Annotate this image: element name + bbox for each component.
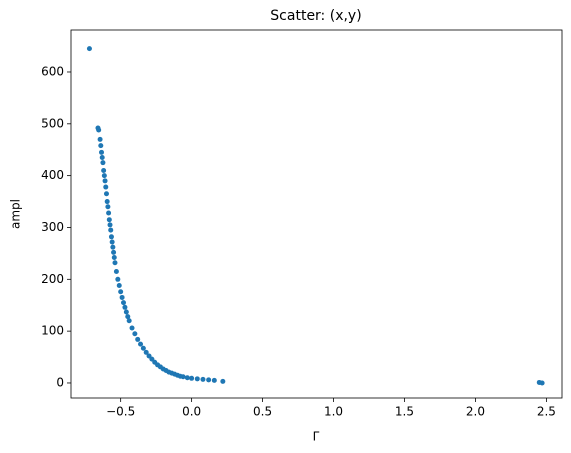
point [103, 184, 109, 190]
point [96, 127, 102, 133]
point [104, 199, 110, 205]
point [98, 143, 104, 149]
point [135, 336, 141, 342]
point [189, 375, 195, 381]
y-tick-label: 600 [41, 64, 64, 78]
point [101, 173, 107, 179]
y-tick-label: 100 [41, 324, 64, 338]
point [105, 204, 111, 210]
point [132, 331, 138, 337]
point [110, 244, 116, 250]
point [539, 380, 545, 386]
chart-title: Scatter: (x,y) [270, 8, 361, 24]
point [109, 239, 115, 245]
y-tick-label: 500 [41, 116, 64, 130]
point [122, 304, 128, 310]
x-tick-label: 1.5 [395, 405, 414, 419]
point [102, 178, 108, 184]
point [206, 377, 212, 383]
point [119, 294, 125, 300]
x-tick-label: −0.5 [106, 405, 135, 419]
y-tick-label: 200 [41, 272, 64, 286]
point [129, 325, 135, 331]
point [100, 160, 106, 166]
point [111, 255, 117, 261]
point [200, 376, 206, 382]
point [123, 309, 129, 315]
point [103, 191, 109, 197]
point [116, 283, 122, 289]
point [143, 349, 149, 355]
point [113, 269, 119, 275]
point [101, 167, 107, 173]
point [184, 375, 190, 381]
y-axis-label: ampl [9, 199, 23, 229]
point [138, 341, 144, 347]
x-tick-label: 2.5 [537, 405, 556, 419]
x-axis-label: Γ [313, 430, 320, 444]
point [140, 345, 146, 351]
x-tick-label: 2.0 [466, 405, 485, 419]
y-tick-label: 400 [41, 168, 64, 182]
point [220, 378, 226, 384]
point [194, 376, 200, 382]
point [106, 210, 112, 216]
point [180, 374, 186, 380]
point [121, 300, 127, 306]
y-tick-label: 300 [41, 220, 64, 234]
point [86, 46, 92, 52]
point [99, 149, 105, 155]
point [107, 222, 113, 228]
point [111, 249, 117, 255]
y-tick-label: 0 [56, 375, 64, 389]
point [108, 234, 114, 240]
point [126, 318, 132, 324]
x-tick-label: 0.5 [253, 405, 272, 419]
point [108, 227, 114, 233]
point [97, 136, 103, 142]
point [211, 377, 217, 383]
point [118, 289, 124, 295]
point [125, 314, 131, 320]
point [106, 217, 112, 223]
point [115, 276, 121, 282]
plot-frame [70, 29, 563, 399]
x-tick-label: 0.0 [182, 405, 201, 419]
point [99, 155, 105, 161]
point [112, 260, 118, 266]
x-tick-label: 1.0 [324, 405, 343, 419]
